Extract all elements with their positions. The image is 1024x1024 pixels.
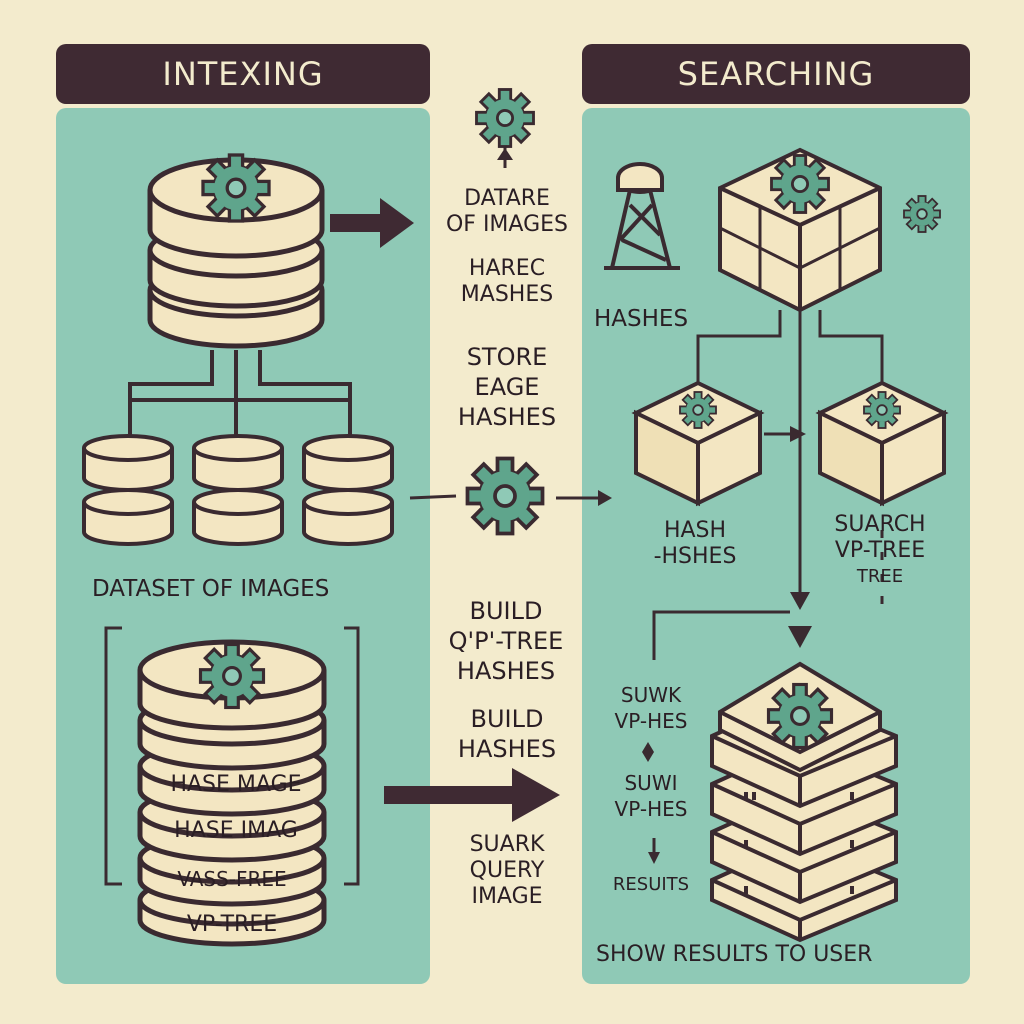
swk-label: SUWK VP-HES [596, 682, 706, 734]
middle-label-line: MASHES [460, 282, 554, 307]
middle-label-line: DATARE [464, 186, 550, 211]
small-cylinder-icon [302, 434, 394, 546]
middle-label-group4: BUILD Q'P'-TREE HASHES [426, 596, 586, 686]
stack-label-3: VASS-FREE [177, 867, 287, 891]
middle-label-group5: BUILD HASHES [432, 704, 582, 764]
show-results-label: SHOW RESULTS TO USER [596, 942, 873, 967]
small-cylinder-icon [82, 434, 174, 546]
indexing-header: INTEXING [56, 44, 430, 104]
stack-label-4: VP-TREE [186, 912, 278, 937]
search-label-line: VP-TREE [834, 538, 926, 563]
swk2-label: SUWI VP-HES [596, 770, 706, 822]
arrow-right-icon [330, 198, 414, 248]
gear-icon [903, 195, 941, 233]
middle-label-line: Q'P'-TREE [448, 627, 564, 655]
results-stack-icon [710, 661, 898, 943]
middle-label-group1: DATARE OF IMAGES [432, 186, 582, 238]
middle-label-line: BUILD [469, 597, 543, 625]
cube-icon [634, 381, 762, 505]
swk2-label-line: VP-HES [614, 797, 688, 821]
search-label-line: TREE [856, 566, 904, 587]
middle-label-line: HASHES [457, 403, 557, 431]
swk-label-line: SUWK [620, 683, 682, 707]
arrow-right-icon [384, 768, 560, 822]
middle-label-line: HASHES [456, 657, 556, 685]
cube-icon [818, 381, 946, 505]
hash-label: HASH -HSHES [630, 518, 760, 570]
gear-icon [475, 88, 535, 168]
middle-label-line: STORE [466, 343, 548, 371]
search-vp-tree-label: SUARCH VP-TREE TREE [810, 512, 950, 590]
stack-label-2: HASE IMAG [174, 818, 298, 843]
middle-label-line: QUERY [469, 858, 545, 883]
middle-label-line: OF IMAGES [445, 212, 568, 237]
middle-label-line: EAGE [474, 373, 540, 401]
swk2-label-line: SUWI [624, 771, 678, 795]
hash-label-line: -HSHES [653, 544, 737, 569]
hash-label-line: HASH [663, 518, 727, 543]
middle-label-line: IMAGE [471, 884, 543, 909]
hash-stack-icon [137, 639, 327, 947]
middle-label-line: HASHES [457, 735, 557, 763]
stack-label-1: HASE MAGE [170, 772, 302, 797]
connector-lines [128, 350, 352, 440]
database-stack-icon [147, 153, 325, 349]
middle-label-line: BUILD [470, 705, 544, 733]
dataset-label: DATASET OF IMAGES [92, 576, 330, 602]
dashed-arrow [409, 494, 600, 500]
searching-header: SEARCHING [582, 44, 970, 104]
middle-label-line: SUARK [469, 832, 545, 857]
middle-label-line: HAREC [468, 256, 546, 281]
gear-icon [465, 456, 545, 536]
tower-icon [604, 162, 680, 270]
search-label-line: SUARCH [834, 512, 926, 537]
middle-label-group2: HAREC MASHES [432, 256, 582, 308]
small-cylinder-icon [192, 434, 284, 546]
swk-label-line: VP-HES [614, 709, 688, 733]
cube-cluster-icon [718, 147, 882, 313]
middle-label-group6: SUARK QUERY IMAGE [432, 832, 582, 910]
hashes-label: HASHES [594, 306, 689, 332]
results-label: RESUITS [612, 874, 690, 895]
middle-label-group3: STORE EAGE HASHES [432, 342, 582, 432]
